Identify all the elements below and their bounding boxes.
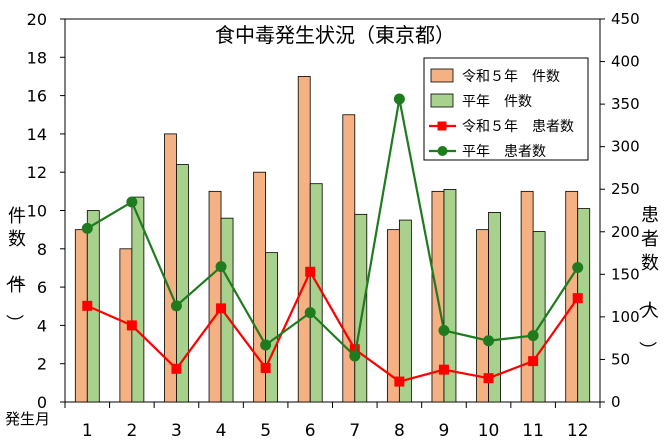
bar-avg-count-2 bbox=[131, 196, 145, 403]
legend-swatch-r5-count bbox=[430, 68, 454, 83]
legend-label-avg-patients: 平年 患者数 bbox=[462, 144, 546, 160]
bar-avg-count-6 bbox=[309, 183, 323, 403]
y-left-tick-label: 20 bbox=[27, 10, 47, 29]
point-avg-patients-6 bbox=[304, 307, 316, 319]
x-tick-label: 8 bbox=[394, 421, 405, 441]
point-avg-patients-10 bbox=[483, 335, 495, 347]
bar-avg-count-10 bbox=[488, 212, 501, 403]
point-r5-patients-7 bbox=[349, 344, 360, 355]
point-r5-patients-6 bbox=[305, 266, 316, 277]
point-r5-patients-2 bbox=[126, 320, 137, 331]
x-axis-label: 発生月 bbox=[5, 410, 50, 428]
point-avg-patients-9 bbox=[438, 325, 450, 337]
ylabel-left-text: 件数（件） bbox=[3, 206, 26, 332]
y-left-tick-label: 16 bbox=[27, 87, 47, 106]
point-r5-patients-4 bbox=[216, 303, 227, 314]
series-line-avg-patients bbox=[86, 98, 579, 359]
legend-label-r5-count: 令和５年 件数 bbox=[462, 69, 560, 85]
y-right-tick-label: 50 bbox=[611, 350, 630, 368]
y-left-tick-label: 18 bbox=[27, 48, 47, 67]
point-avg-patients-2 bbox=[126, 196, 138, 208]
point-avg-patients-3 bbox=[170, 300, 182, 312]
x-tick-label: 10 bbox=[478, 421, 500, 441]
bar-avg-count-12 bbox=[577, 208, 591, 403]
legend-label-avg-count: 平年 件数 bbox=[462, 94, 532, 110]
bar-avg-count-8 bbox=[398, 219, 412, 403]
y-left-tick-label: 8 bbox=[37, 240, 47, 259]
point-r5-patients-8 bbox=[394, 376, 405, 387]
bar-avg-count-5 bbox=[265, 252, 279, 403]
y-left-tick-label: 4 bbox=[37, 316, 47, 335]
x-tick-label: 7 bbox=[349, 421, 360, 441]
y-right-tick-label: 150 bbox=[611, 265, 640, 283]
legend-swatch-avg-count bbox=[430, 93, 454, 108]
legend-marker-avg-patients bbox=[437, 146, 448, 156]
bar-avg-count-7 bbox=[354, 213, 368, 403]
point-r5-patients-1 bbox=[82, 300, 93, 311]
point-avg-patients-5 bbox=[260, 339, 272, 351]
chart-title: 食中毒発生状況（東京都） bbox=[215, 23, 455, 47]
x-tick-label: 9 bbox=[439, 421, 450, 441]
y-left-tick-label: 2 bbox=[37, 355, 47, 374]
y-left-tick-label: 14 bbox=[27, 125, 47, 144]
point-avg-patients-11 bbox=[527, 330, 539, 342]
lines-layer bbox=[81, 93, 584, 387]
bar-avg-count-11 bbox=[532, 231, 546, 403]
point-avg-patients-7 bbox=[349, 350, 361, 362]
y-left-tick-label: 6 bbox=[37, 278, 47, 297]
y-right-tick-label: 200 bbox=[611, 223, 640, 241]
bar-avg-count-3 bbox=[176, 164, 189, 403]
point-avg-patients-8 bbox=[393, 93, 405, 105]
ylabel-right-text: 患者数（人） bbox=[636, 205, 659, 359]
y-right-tick-label: 300 bbox=[611, 138, 640, 156]
bar-r5-count-4 bbox=[208, 190, 222, 403]
point-r5-patients-5 bbox=[260, 362, 271, 373]
legend-label-r5-patients: 令和５年 患者数 bbox=[462, 119, 574, 135]
bar-r5-count-1 bbox=[74, 229, 88, 403]
point-r5-patients-10 bbox=[483, 373, 494, 384]
bar-r5-count-11 bbox=[520, 190, 534, 403]
point-r5-patients-12 bbox=[572, 293, 583, 304]
y-axis-label-right: 患者数（人） bbox=[636, 205, 659, 359]
y-right-tick-label: 250 bbox=[611, 180, 640, 198]
series-line-r5-patients bbox=[86, 269, 579, 383]
bar-r5-count-6 bbox=[297, 76, 311, 403]
y-left-tick-label: 10 bbox=[27, 202, 47, 221]
x-tick-label: 4 bbox=[216, 421, 227, 441]
x-tick-label: 1 bbox=[82, 421, 93, 441]
y-right-tick-label: 0 bbox=[611, 393, 621, 411]
x-tick-label: 2 bbox=[126, 421, 137, 441]
ticks-layer: 0246810121416182005010015020025030035040… bbox=[27, 10, 640, 441]
y-right-tick-label: 450 bbox=[611, 10, 640, 28]
point-r5-patients-9 bbox=[438, 364, 449, 375]
y-left-tick-label: 12 bbox=[27, 163, 47, 182]
x-tick-label: 12 bbox=[567, 421, 589, 441]
x-tick-label: 6 bbox=[305, 421, 316, 441]
y-right-tick-label: 100 bbox=[611, 308, 640, 326]
y-right-tick-label: 400 bbox=[611, 53, 640, 71]
x-tick-label: 5 bbox=[260, 421, 271, 441]
point-avg-patients-1 bbox=[81, 222, 93, 234]
point-avg-patients-4 bbox=[215, 261, 227, 273]
y-left-tick-label: 0 bbox=[37, 393, 47, 412]
y-axis-label-left: 件数（件） bbox=[3, 206, 26, 332]
point-r5-patients-11 bbox=[528, 356, 539, 367]
x-tick-label: 11 bbox=[522, 421, 544, 441]
bar-avg-count-9 bbox=[443, 189, 457, 403]
point-avg-patients-12 bbox=[572, 262, 584, 274]
x-tick-label: 3 bbox=[171, 421, 182, 441]
bars-layer bbox=[74, 76, 591, 403]
legend-marker-r5-patients bbox=[437, 121, 447, 131]
point-r5-patients-3 bbox=[171, 363, 182, 374]
y-right-tick-label: 350 bbox=[611, 95, 640, 113]
